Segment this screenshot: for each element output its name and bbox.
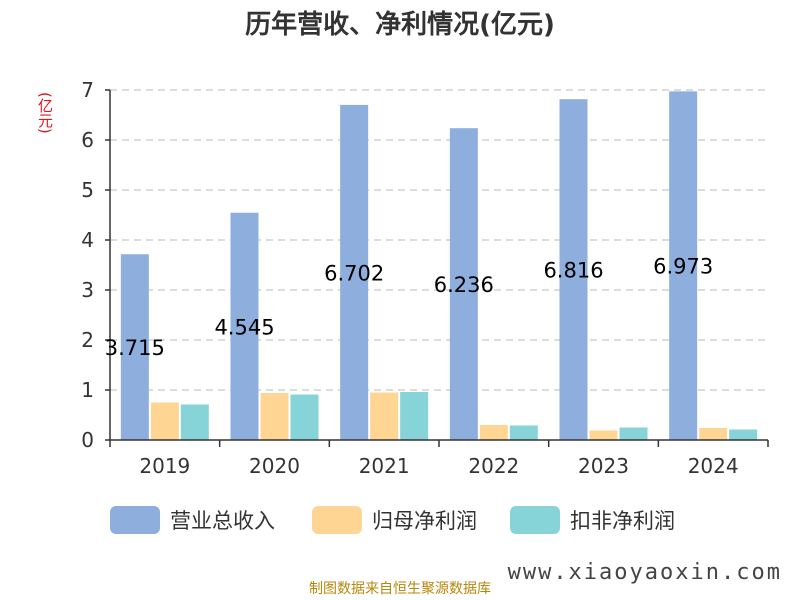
- bar-net-profit: [150, 402, 179, 440]
- legend: 营业总收入 归母净利润 扣非净利润: [110, 506, 675, 534]
- x-tick-label: 2024: [688, 454, 739, 478]
- watermark: www.xiaoyaoxin.com: [507, 560, 782, 585]
- bar-deducted-net-profit: [290, 394, 319, 440]
- data-labels: 3.715 4.545 6.702 6.236 6.816 6.973: [105, 255, 713, 360]
- bar-deducted-net-profit: [619, 427, 648, 440]
- bar-net-profit: [589, 430, 618, 440]
- bar-revenue: [449, 128, 478, 440]
- y-axis-unit-label: (亿元): [36, 92, 54, 134]
- bar-deducted-net-profit: [729, 429, 758, 440]
- x-tick-label: 2019: [139, 454, 190, 478]
- legend-label: 营业总收入: [170, 509, 275, 533]
- bar-revenue: [340, 104, 369, 441]
- y-tick-label: 2: [81, 328, 94, 352]
- data-label: 3.715: [105, 336, 165, 360]
- x-tick-label: 2021: [359, 454, 410, 478]
- data-label: 4.545: [214, 315, 274, 339]
- legend-swatch: [110, 506, 160, 534]
- y-tick-label: 3: [81, 278, 94, 302]
- bar-revenue: [120, 254, 149, 440]
- x-tick-label: 2020: [249, 454, 300, 478]
- data-label: 6.816: [543, 259, 603, 283]
- x-tick-label: 2022: [468, 454, 519, 478]
- bar-revenue: [559, 99, 588, 440]
- bar-net-profit: [260, 393, 289, 440]
- bar-deducted-net-profit: [180, 404, 209, 440]
- bar-revenue: [669, 91, 698, 440]
- y-tick-label: 7: [81, 78, 94, 102]
- y-tick-label: 0: [81, 428, 94, 452]
- y-tick-label: 1: [81, 378, 94, 402]
- bar-deducted-net-profit: [509, 425, 538, 440]
- bar-net-profit: [479, 425, 508, 440]
- data-label: 6.236: [434, 273, 494, 297]
- bar-revenue: [230, 212, 259, 440]
- bar-net-profit: [699, 428, 728, 440]
- source-note: 制图数据来自恒生聚源数据库: [309, 581, 491, 597]
- x-tick-label: 2023: [578, 454, 629, 478]
- legend-label: 归母净利润: [372, 509, 477, 533]
- chart-title: 历年营收、净利情况(亿元): [245, 10, 555, 40]
- grid-lines: [110, 89, 768, 391]
- bar-deducted-net-profit: [400, 392, 429, 440]
- bar-net-profit: [370, 392, 399, 440]
- legend-swatch: [510, 506, 560, 534]
- legend-swatch: [312, 506, 362, 534]
- y-tick-label: 6: [81, 128, 94, 152]
- axes: 0 1 2 3 4 5 6 7 2019 2020 2021 2022 2023 2024: [81, 78, 769, 478]
- y-tick-label: 4: [81, 228, 94, 252]
- data-label: 6.702: [324, 261, 384, 285]
- legend-label: 扣非净利润: [570, 509, 675, 533]
- data-label: 6.973: [653, 255, 713, 279]
- y-tick-label: 5: [81, 178, 94, 202]
- bars: [120, 91, 758, 441]
